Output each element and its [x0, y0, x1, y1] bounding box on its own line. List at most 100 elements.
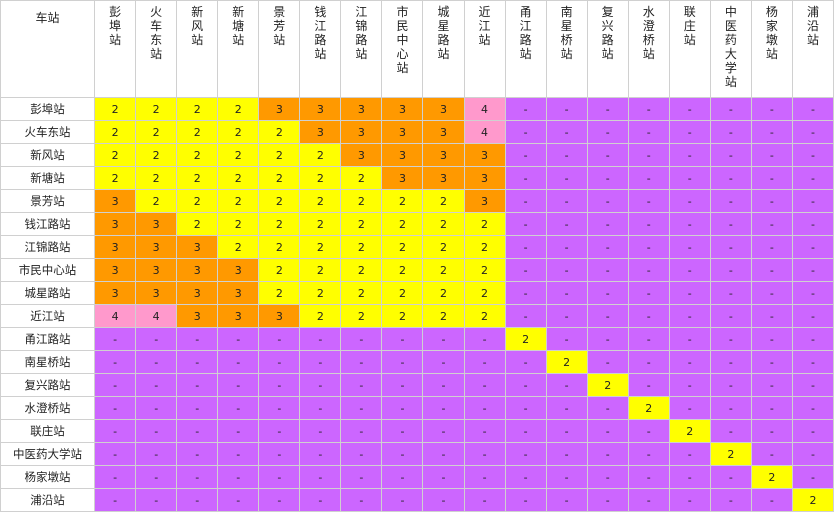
- table-row: 市民中心站 3 3 3 3 2 2 2 2 2 2- - - - - - - -: [0, 258, 834, 282]
- fare-cell: -: [258, 396, 301, 420]
- fare-cell: 3: [381, 97, 424, 121]
- fare-cell: -: [668, 120, 711, 144]
- fare-cell: 2: [258, 143, 301, 167]
- fare-cell: -: [504, 442, 547, 466]
- fare-cell: 3: [94, 281, 137, 305]
- fare-cell: -: [94, 442, 137, 466]
- fare-cell: -: [135, 488, 178, 512]
- fare-cell: 3: [299, 120, 342, 144]
- fare-cell: 2: [299, 143, 342, 167]
- fare-cell: -: [586, 166, 629, 190]
- column-header-label: 复兴路站: [601, 5, 614, 61]
- fare-cell: -: [545, 212, 588, 236]
- fare-cell: -: [627, 304, 670, 328]
- column-header: 新风站: [176, 0, 219, 98]
- fare-cell: 2: [504, 327, 547, 351]
- fare-cell: 2: [217, 235, 260, 259]
- fare-cell: 3: [422, 97, 465, 121]
- fare-cell: -: [340, 373, 383, 397]
- fare-cell: 2: [176, 143, 219, 167]
- table-row: 中医药大学站 - - - - - - - - - - - - - - -2- -: [0, 442, 834, 466]
- fare-cell: 3: [422, 143, 465, 167]
- column-header: 新塘站: [217, 0, 260, 98]
- fare-cell: -: [504, 488, 547, 512]
- fare-cell: -: [709, 350, 752, 374]
- fare-cell: -: [504, 350, 547, 374]
- fare-cell: -: [586, 143, 629, 167]
- fare-cell: -: [545, 419, 588, 443]
- fare-cell: -: [586, 304, 629, 328]
- fare-cell: -: [94, 419, 137, 443]
- fare-cell: -: [545, 442, 588, 466]
- fare-cell: 2: [299, 166, 342, 190]
- fare-cell: -: [217, 327, 260, 351]
- fare-cell: -: [463, 396, 506, 420]
- table-row: 彭埠站 2 2 2 2 3 3 3 3 3 4- - - - - - - -: [0, 97, 834, 121]
- fare-cell: 3: [94, 189, 137, 213]
- column-header-label: 火车东站: [150, 5, 163, 61]
- fare-cell: -: [340, 488, 383, 512]
- fare-cell: -: [709, 97, 752, 121]
- fare-cell: -: [668, 212, 711, 236]
- fare-cell: -: [668, 442, 711, 466]
- fare-cell: -: [750, 143, 793, 167]
- column-header-label: 江锦路站: [355, 5, 368, 61]
- fare-cell: 2: [176, 97, 219, 121]
- fare-cell: -: [94, 465, 137, 489]
- fare-cell: -: [504, 143, 547, 167]
- fare-cell: 3: [94, 235, 137, 259]
- fare-cell: -: [709, 281, 752, 305]
- fare-cell: -: [299, 419, 342, 443]
- fare-cell: 2: [94, 143, 137, 167]
- fare-cell: -: [422, 373, 465, 397]
- fare-cell: 3: [94, 258, 137, 282]
- fare-cell: -: [340, 350, 383, 374]
- fare-cell: 2: [217, 189, 260, 213]
- fare-cell: -: [258, 465, 301, 489]
- fare-cell: -: [463, 327, 506, 351]
- fare-cell: -: [586, 396, 629, 420]
- fare-cell: -: [299, 465, 342, 489]
- fare-cell: 3: [217, 281, 260, 305]
- fare-cell: 2: [381, 189, 424, 213]
- column-header-label: 彭埠站: [109, 5, 122, 47]
- fare-cell: -: [586, 327, 629, 351]
- fare-cell: -: [504, 235, 547, 259]
- column-header: 市民中心站: [381, 0, 424, 98]
- fare-cell: 2: [217, 97, 260, 121]
- fare-cell: -: [176, 373, 219, 397]
- row-header: 近江站: [0, 304, 96, 328]
- fare-cell: 2: [340, 189, 383, 213]
- fare-cell: -: [504, 258, 547, 282]
- row-header: 彭埠站: [0, 97, 96, 121]
- fare-cell: -: [709, 488, 752, 512]
- fare-cell: -: [791, 373, 834, 397]
- column-header-label: 甬江路站: [519, 5, 532, 61]
- fare-cell: -: [627, 235, 670, 259]
- fare-cell: -: [422, 488, 465, 512]
- fare-cell: 4: [463, 97, 506, 121]
- fare-cell: -: [545, 304, 588, 328]
- column-header-label: 新塘站: [232, 5, 245, 47]
- fare-cell: -: [545, 189, 588, 213]
- fare-cell: -: [463, 465, 506, 489]
- fare-cell: -: [791, 258, 834, 282]
- fare-cell: 3: [135, 212, 178, 236]
- fare-cell: 2: [463, 258, 506, 282]
- fare-cell: 3: [381, 120, 424, 144]
- table-row: 联庄站 - - - - - - - - - - - - - -2- - -: [0, 419, 834, 443]
- fare-cell: -: [340, 465, 383, 489]
- fare-cell: 2: [381, 258, 424, 282]
- fare-cell: -: [545, 327, 588, 351]
- fare-cell: 2: [340, 166, 383, 190]
- column-header-label: 钱江路站: [314, 5, 327, 61]
- fare-cell: 3: [135, 281, 178, 305]
- row-header: 中医药大学站: [0, 442, 96, 466]
- column-header: 城星路站: [422, 0, 465, 98]
- column-header-label: 新风站: [191, 5, 204, 47]
- fare-cell: 2: [586, 373, 629, 397]
- fare-cell: 3: [463, 166, 506, 190]
- fare-cell: -: [586, 189, 629, 213]
- fare-cell: -: [340, 327, 383, 351]
- fare-cell: 3: [422, 120, 465, 144]
